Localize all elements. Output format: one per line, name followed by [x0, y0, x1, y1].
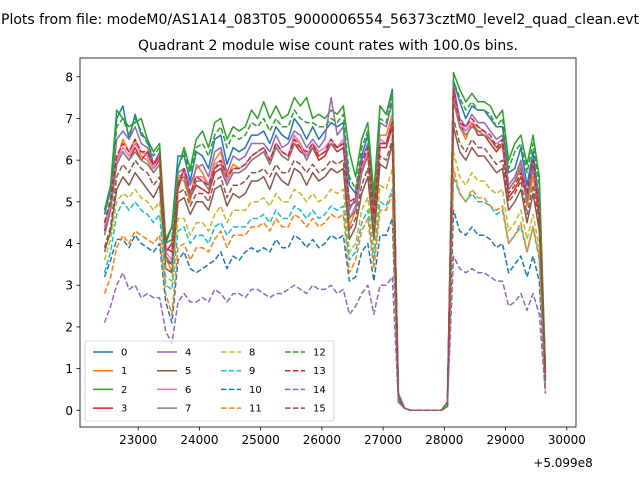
legend-label-3: 3	[121, 404, 127, 415]
y-tick-label: 3	[65, 279, 73, 293]
legend-label-11: 11	[249, 404, 262, 415]
figure-suptitle: Plots from file: modeM0/AS1A14_083T05_90…	[1, 12, 639, 28]
series-line-8	[103, 151, 547, 412]
series-line-2	[103, 71, 547, 412]
x-tick-label: 24000	[180, 433, 218, 447]
series-line-5	[103, 126, 547, 412]
legend-box	[84, 340, 335, 422]
legend-label-6: 6	[185, 385, 191, 396]
series-line-0	[103, 80, 547, 412]
y-tick-label: 6	[65, 154, 73, 168]
legend-label-14: 14	[313, 385, 326, 396]
x-tick-label: 23000	[119, 433, 157, 447]
series-line-14	[103, 255, 547, 412]
legend-label-4: 4	[185, 348, 191, 359]
legend-label-15: 15	[313, 404, 326, 415]
series-line-11	[103, 167, 547, 412]
plot-area: 23000 24000 25000 26000 27000 28000 29000 30000…	[65, 57, 586, 447]
legend-label-10: 10	[249, 385, 262, 396]
y-tick-label: 7	[65, 112, 73, 126]
legend-label-5: 5	[185, 366, 191, 377]
x-tick-label: 29000	[486, 433, 524, 447]
series-line-6	[103, 96, 547, 412]
x-tick-label: 26000	[303, 433, 341, 447]
y-tick-label: 0	[65, 404, 73, 418]
y-tick-label: 8	[65, 70, 73, 84]
x-tick-label: 27000	[364, 433, 402, 447]
legend-label-2: 2	[121, 385, 127, 396]
legend-label-13: 13	[313, 366, 326, 377]
series-line-10	[103, 209, 547, 412]
series-line-9	[103, 176, 547, 412]
legend-label-7: 7	[185, 404, 191, 415]
chart-title: Quadrant 2 module wise count rates with …	[138, 38, 518, 54]
x-tick-label: 28000	[425, 433, 463, 447]
y-tick-label: 5	[65, 195, 73, 209]
series-line-15	[103, 117, 547, 412]
axes-frame	[79, 57, 577, 428]
y-tick-label: 2	[65, 320, 73, 334]
x-tick-label: 25000	[242, 433, 280, 447]
series-group	[103, 71, 547, 412]
x-tick-label: 30000	[548, 433, 586, 447]
series-line-13	[103, 88, 547, 412]
legend-label-9: 9	[249, 366, 255, 377]
y-tick-label: 1	[65, 362, 73, 376]
legend-label-0: 0	[121, 348, 127, 359]
legend-label-12: 12	[313, 348, 326, 359]
y-tick-label: 4	[65, 237, 73, 251]
legend-label-1: 1	[121, 366, 127, 377]
legend-label-8: 8	[249, 348, 255, 359]
x-offset-label: +5.099e8	[533, 456, 592, 470]
